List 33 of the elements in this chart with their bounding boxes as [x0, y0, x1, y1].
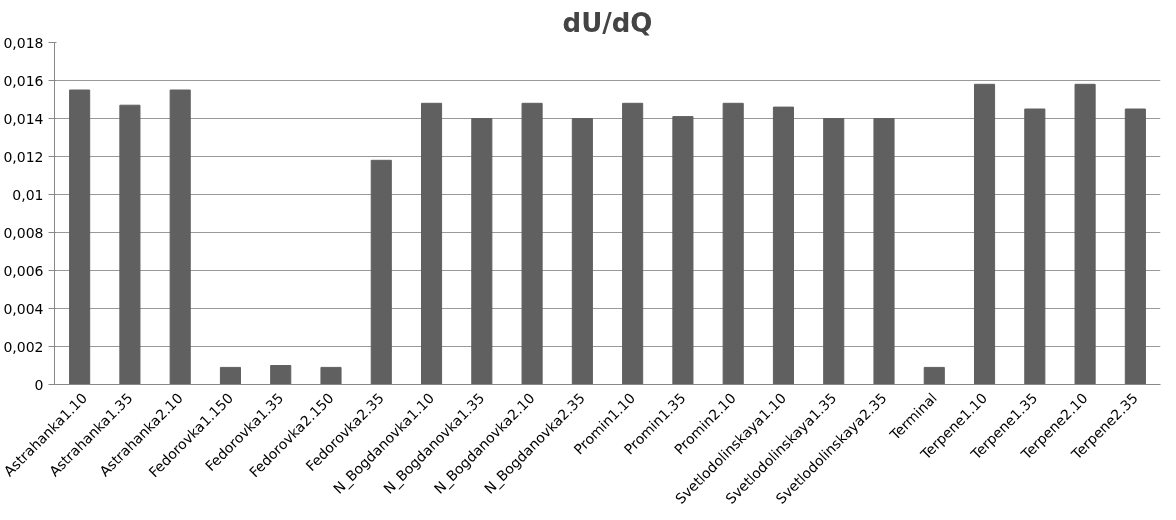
bar	[1024, 108, 1046, 385]
bar	[923, 366, 945, 385]
bar	[521, 102, 543, 385]
bar	[1074, 83, 1096, 385]
bar	[219, 366, 242, 385]
y-tick-label: 0,008	[3, 224, 44, 241]
bar	[119, 104, 141, 385]
chart-title: dU/dQ	[562, 7, 653, 38]
bar	[672, 116, 694, 385]
y-tick-label: 0,004	[3, 300, 44, 317]
bar	[69, 89, 91, 385]
y-tick-label: 0,018	[3, 34, 44, 51]
bar	[370, 159, 392, 385]
bar	[772, 106, 795, 385]
bar	[169, 89, 191, 385]
y-tick-label: 0,016	[3, 72, 44, 89]
y-tick-label: 0,01	[12, 186, 44, 203]
bar	[873, 118, 895, 385]
bar	[270, 365, 292, 385]
bar	[622, 102, 644, 385]
bar	[320, 366, 342, 385]
y-tick-label: 0	[34, 376, 44, 393]
y-tick-label: 0,012	[3, 148, 44, 165]
y-tick-label: 0,006	[3, 262, 44, 279]
bar	[471, 118, 493, 385]
bar	[973, 83, 996, 385]
bar	[823, 118, 845, 385]
bar	[722, 102, 744, 385]
bar	[571, 118, 593, 385]
bar	[1124, 108, 1146, 385]
bar	[420, 102, 443, 385]
y-tick-label: 0,002	[3, 338, 44, 355]
y-tick-label: 0,014	[3, 110, 44, 127]
